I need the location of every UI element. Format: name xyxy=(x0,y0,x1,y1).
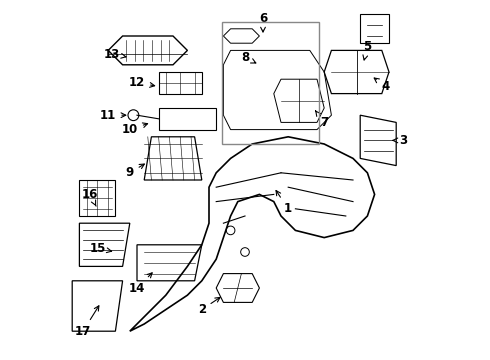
Text: 12: 12 xyxy=(129,76,155,89)
Text: 8: 8 xyxy=(241,51,256,64)
Text: 6: 6 xyxy=(259,12,267,32)
Text: 10: 10 xyxy=(122,123,147,136)
Text: 15: 15 xyxy=(89,242,112,255)
Text: 17: 17 xyxy=(75,306,99,338)
Text: 7: 7 xyxy=(316,111,328,129)
Text: 4: 4 xyxy=(374,78,390,93)
Text: 9: 9 xyxy=(125,164,145,179)
Text: 1: 1 xyxy=(276,190,292,215)
Text: 11: 11 xyxy=(100,109,126,122)
Text: 16: 16 xyxy=(82,188,98,206)
Text: 13: 13 xyxy=(104,48,126,60)
Text: 2: 2 xyxy=(198,297,220,316)
Text: 5: 5 xyxy=(363,40,371,60)
Text: 3: 3 xyxy=(393,134,408,147)
Text: 14: 14 xyxy=(129,273,152,294)
